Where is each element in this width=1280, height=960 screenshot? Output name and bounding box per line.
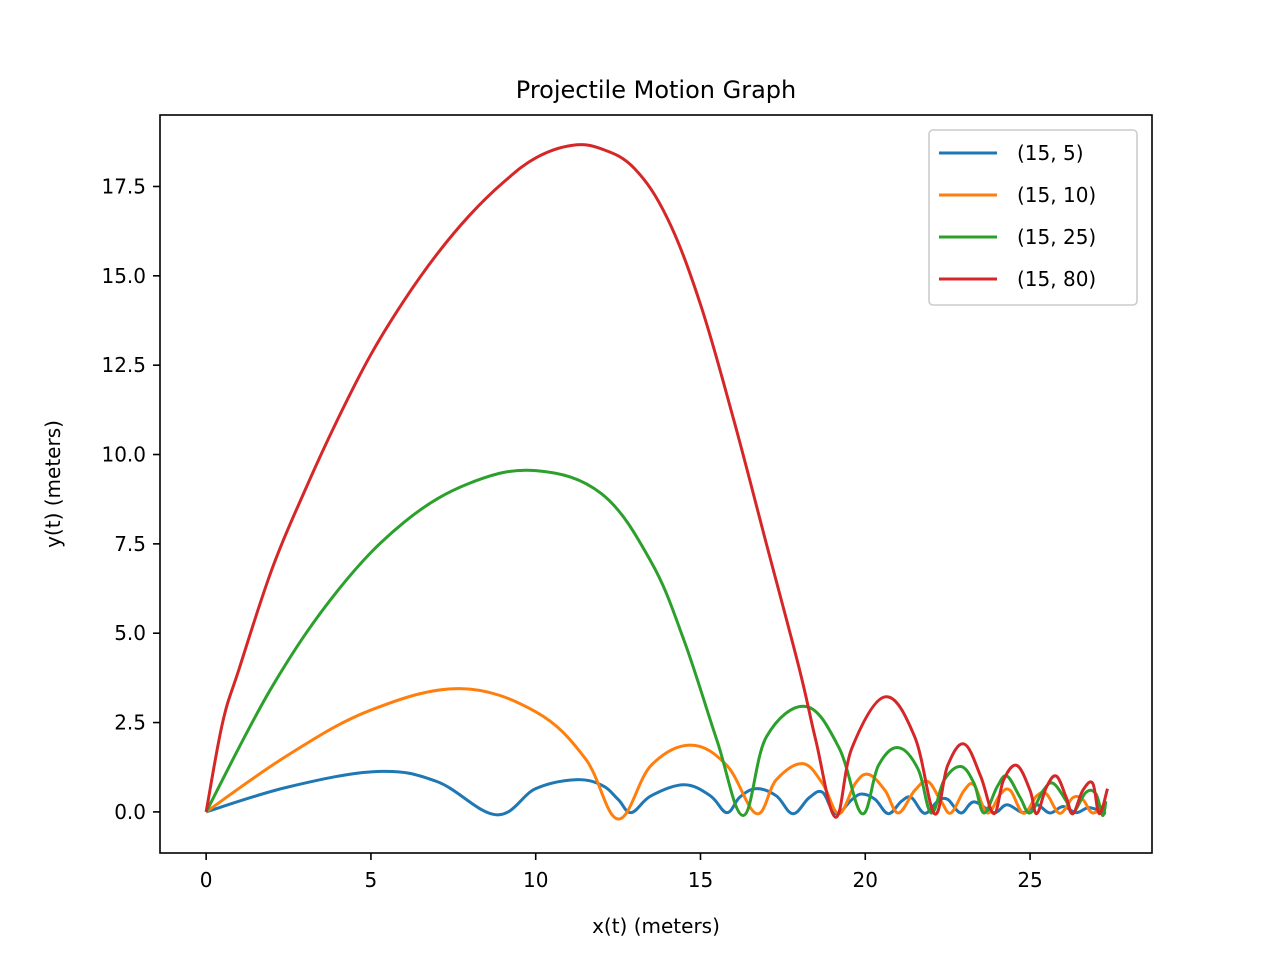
y-axis: 0.0 2.5 5.0 7.5 10.0 12.5 15.0 17.5	[101, 174, 160, 824]
y-tick-label: 7.5	[114, 532, 146, 556]
x-tick-label: 0	[200, 868, 213, 892]
y-tick-label: 0.0	[114, 800, 146, 824]
legend: (15, 5) (15, 10) (15, 25) (15, 80)	[928, 129, 1138, 306]
x-tick-label: 10	[523, 868, 548, 892]
plot-frame	[159, 114, 1153, 854]
x-tick-label: 20	[853, 868, 878, 892]
y-tick-label: 15.0	[101, 264, 146, 288]
series-line-3	[204, 468, 1108, 817]
series-line-2	[205, 687, 1107, 821]
series-line-4	[204, 143, 1109, 819]
legend-label-3: (15, 25)	[1017, 225, 1096, 249]
legend-label-4: (15, 80)	[1017, 267, 1096, 291]
x-axis-title: x(t) (meters)	[592, 914, 720, 938]
chart-title: Projectile Motion Graph	[516, 76, 796, 104]
x-tick-label: 5	[365, 868, 378, 892]
y-tick-label: 17.5	[101, 174, 146, 198]
y-tick-label: 2.5	[114, 711, 146, 735]
x-tick-label: 25	[1017, 868, 1042, 892]
y-tick-label: 5.0	[114, 621, 146, 645]
series-layer	[204, 143, 1109, 821]
x-tick-label: 15	[688, 868, 713, 892]
x-axis: 0 5 10 15 20 25	[200, 853, 1043, 892]
y-tick-label: 12.5	[101, 353, 146, 377]
legend-box	[928, 129, 1138, 306]
y-axis-title: y(t) (meters)	[41, 420, 65, 548]
legend-label-2: (15, 10)	[1017, 183, 1096, 207]
legend-label-1: (15, 5)	[1017, 141, 1084, 165]
y-tick-label: 10.0	[101, 443, 146, 467]
